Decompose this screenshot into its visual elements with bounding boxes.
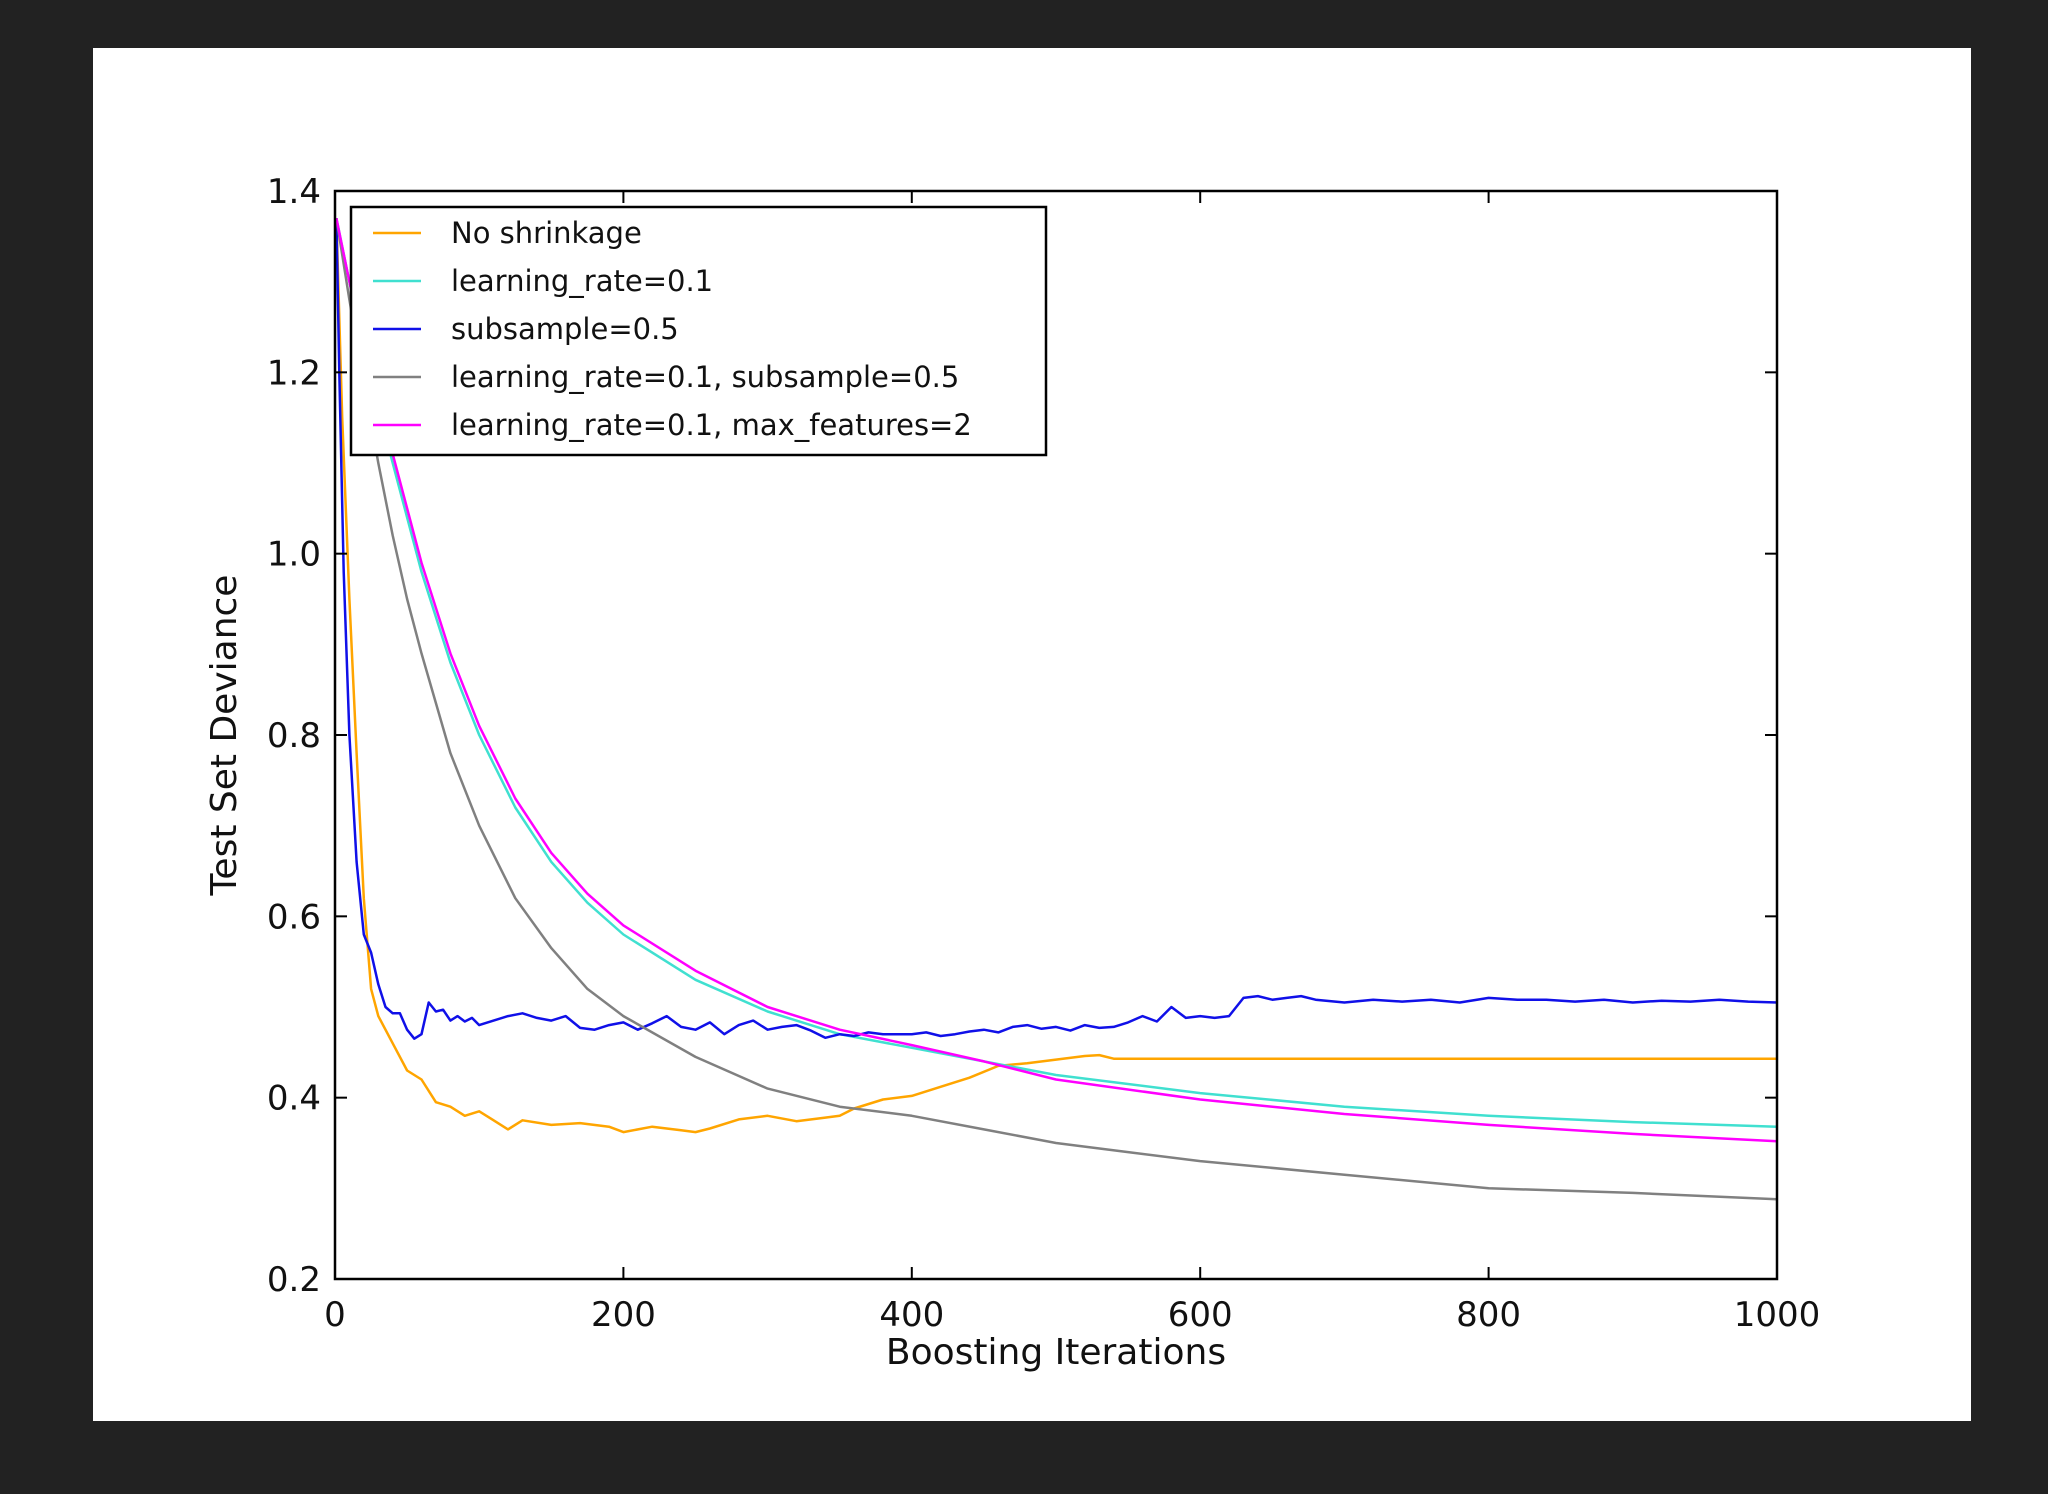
x-tick-label: 1000 bbox=[1734, 1295, 1821, 1335]
legend-box bbox=[349, 205, 1048, 457]
legend-label: learning_rate=0.1, max_features=2 bbox=[451, 408, 972, 442]
legend-label: learning_rate=0.1, subsample=0.5 bbox=[451, 360, 959, 394]
x-tick-label: 0 bbox=[324, 1295, 346, 1335]
axis-ticks: 0 200 400 600 800 1000 0.2 0.4 0.6 0.8 1.0 1.2 1.4 bbox=[267, 172, 1820, 1335]
y-axis-label: Test Set Deviance bbox=[204, 575, 245, 897]
x-tick-label: 800 bbox=[1456, 1295, 1521, 1335]
y-tick-label: 0.8 bbox=[267, 716, 321, 756]
x-axis-label: Boosting Iterations bbox=[886, 1332, 1226, 1373]
y-tick-label: 0.6 bbox=[267, 897, 321, 937]
x-tick-label: 200 bbox=[591, 1295, 656, 1335]
x-tick-label: 600 bbox=[1168, 1295, 1233, 1335]
legend-label: subsample=0.5 bbox=[451, 312, 679, 346]
y-tick-label: 1.0 bbox=[267, 535, 321, 575]
series-line-4 bbox=[335, 218, 1778, 1201]
x-tick-label: 400 bbox=[879, 1295, 944, 1335]
y-tick-label: 1.4 bbox=[267, 172, 321, 212]
legend: No shrinkage learning_rate=0.1 subsample=0… bbox=[349, 205, 1048, 457]
legend-label: No shrinkage bbox=[451, 216, 642, 250]
y-tick-label: 0.4 bbox=[267, 1079, 321, 1119]
legend-label: learning_rate=0.1 bbox=[451, 264, 713, 298]
y-tick-label: 0.2 bbox=[267, 1260, 321, 1300]
y-tick-label: 1.2 bbox=[267, 353, 321, 393]
series-line-1 bbox=[335, 218, 1777, 1134]
